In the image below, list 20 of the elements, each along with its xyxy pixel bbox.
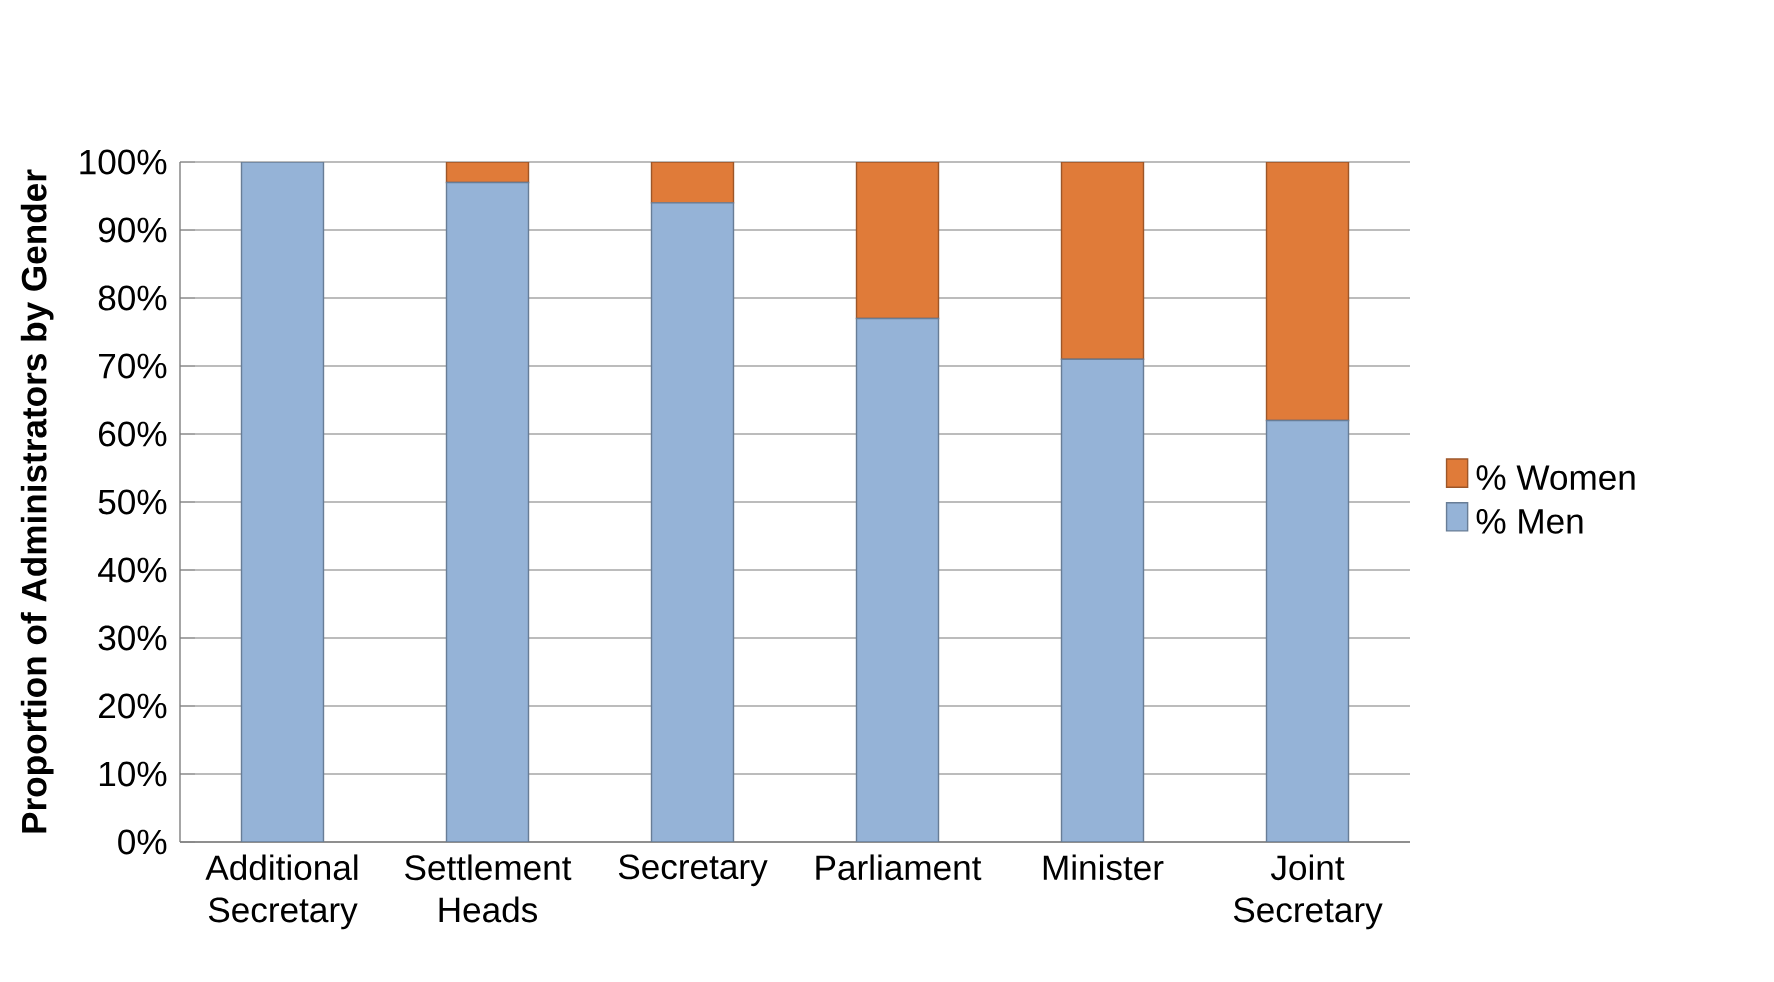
y-tick-label: 80% (98, 285, 167, 311)
legend-label: % Men (1476, 509, 1583, 534)
x-tick-label: Secretary (618, 854, 768, 887)
legend-label: % Women (1476, 465, 1635, 491)
y-tick-label: 20% (99, 693, 167, 719)
x-tick-label: Additional Secretary (205, 854, 358, 930)
y-tick-label: 50% (98, 489, 167, 515)
y-tick-label: 70% (99, 353, 167, 379)
y-tick-label: 60% (99, 421, 167, 447)
y-axis-title: Proportion of Administrators by Gender (20, 169, 54, 833)
x-tick-label: Joint Secretary (1233, 854, 1383, 930)
y-tick-label: 10% (99, 761, 167, 787)
y-tick-label: 30% (98, 625, 167, 651)
x-tick-label: Settlement Heads (405, 854, 572, 923)
y-tick-label: 40% (98, 557, 167, 583)
y-tick-label: 100% (80, 149, 167, 175)
x-tick-label: Parliament (816, 854, 982, 881)
x-tick-label: Minister (1043, 854, 1164, 881)
y-tick-label: 90% (98, 217, 167, 243)
y-tick-label: 0% (118, 829, 167, 855)
